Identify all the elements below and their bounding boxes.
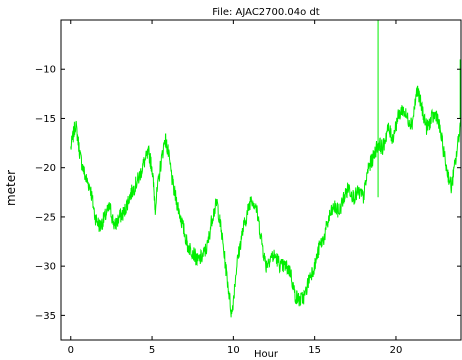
y-axis-label: meter [4,170,18,206]
y-tick-label: −20 [35,163,56,174]
plot-frame [60,19,462,341]
series-line-0 [70,85,461,318]
plot-area [70,20,461,318]
x-tick-label: 15 [308,345,321,356]
x-axis-label: Hour [254,349,279,360]
axis-ticks: 0 5 10 15 20 −35 −30 −25 −20 −15 −10 [35,20,461,356]
y-tick-label: −35 [35,311,56,322]
x-tick-label: 10 [227,345,240,356]
y-tick-label: −15 [35,114,56,125]
x-tick-label: 20 [390,345,403,356]
y-tick-label: −10 [35,65,56,76]
x-tick-label: 5 [149,345,155,356]
y-tick-label: −25 [35,212,56,223]
chart-title: File: AJAC2700.04o dt [212,7,320,18]
x-tick-label: 0 [68,345,74,356]
y-tick-label: −30 [35,262,56,273]
